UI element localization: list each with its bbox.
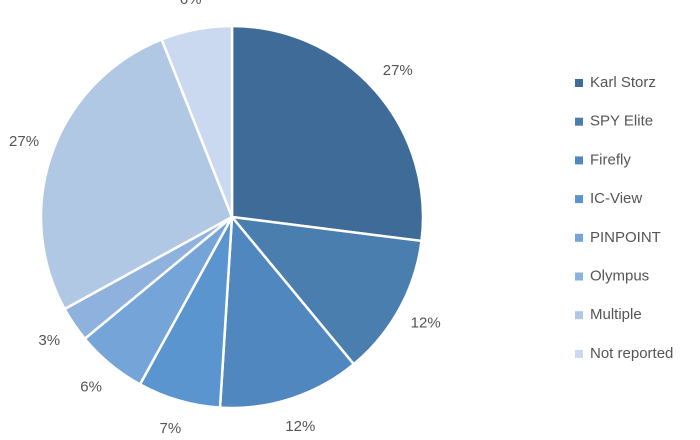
data-label: 7% (159, 420, 181, 435)
data-label: 3% (38, 332, 60, 349)
legend-label: Olympus (590, 267, 649, 284)
legend-swatch (575, 233, 583, 242)
legend-swatch (575, 349, 583, 358)
data-label: 6% (80, 378, 102, 395)
pie-slice (229, 215, 423, 366)
data-label: 27% (383, 62, 413, 79)
legend-label: SPY Elite (590, 113, 653, 130)
pie-slice (160, 24, 234, 218)
legend-label: IC-View (590, 190, 642, 207)
legend-label: Not reported (590, 345, 673, 362)
legend-label: Multiple (590, 306, 642, 323)
pie-slice (218, 213, 356, 410)
legend-swatch (575, 311, 583, 320)
data-label: 27% (9, 133, 39, 150)
data-label: 6% (180, 0, 202, 8)
pie-slice (230, 24, 425, 243)
pie-slice (39, 37, 234, 311)
data-label: 12% (285, 418, 315, 435)
legend-label: Karl Storz (590, 74, 656, 91)
legend-label: PINPOINT (590, 229, 661, 246)
legend-swatch (575, 272, 583, 281)
legend-swatch (575, 79, 583, 87)
data-label: 12% (411, 314, 441, 331)
legend-swatch (575, 195, 583, 204)
legend-swatch (575, 156, 583, 165)
legend-label: Firefly (590, 151, 631, 168)
legend-swatch (575, 117, 583, 126)
